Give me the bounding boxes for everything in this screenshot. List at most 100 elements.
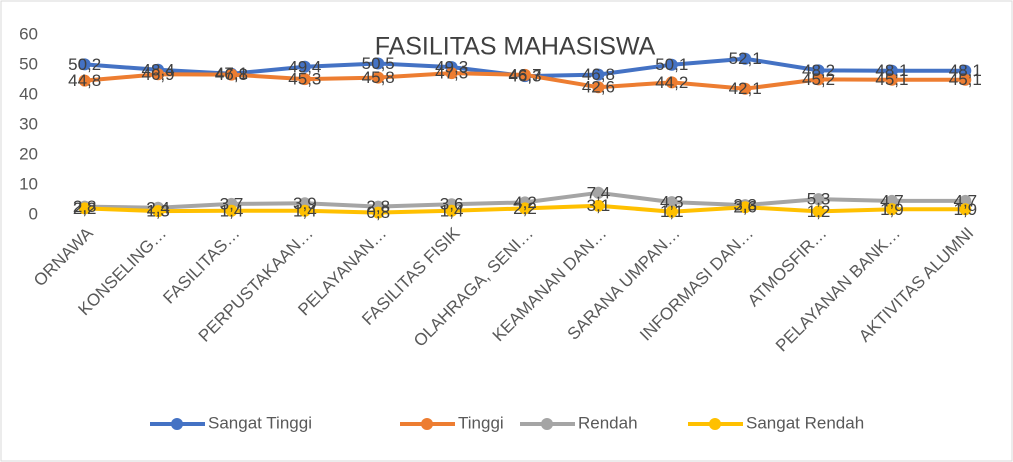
y-tick-label: 40	[19, 84, 38, 103]
data-label: 1,4	[293, 201, 317, 220]
data-label: 49,3	[435, 58, 468, 77]
data-point	[812, 73, 825, 86]
data-point	[298, 204, 311, 217]
legend-label: Tinggi	[458, 413, 504, 432]
data-label: 42,6	[582, 78, 615, 97]
data-label: 1,2	[807, 202, 831, 221]
data-label: 1,3	[146, 202, 170, 221]
data-label: 49,4	[288, 57, 321, 76]
data-label: 1,1	[660, 202, 684, 221]
chart-title: FASILITAS MAHASISWA	[375, 33, 656, 61]
data-point	[665, 76, 678, 89]
data-point	[225, 204, 238, 217]
data-label: 48,1	[949, 61, 982, 80]
y-tick-label: 30	[19, 114, 38, 133]
data-point	[372, 206, 385, 219]
legend-label: Sangat Rendah	[746, 413, 864, 432]
data-label: 4,2	[513, 193, 537, 212]
data-label: 47,3	[435, 64, 468, 83]
data-point	[665, 58, 678, 71]
data-label: 46,8	[215, 65, 248, 84]
data-label: 2,8	[73, 197, 97, 216]
data-point	[519, 202, 531, 215]
data-point	[739, 201, 752, 214]
data-label: 1,9	[880, 200, 904, 219]
data-point	[885, 73, 898, 86]
data-label: 2,4	[146, 198, 170, 217]
data-point	[812, 64, 825, 77]
data-label: 48,2	[802, 61, 835, 80]
legend-label: Rendah	[578, 413, 638, 432]
data-point	[78, 202, 91, 215]
data-point	[885, 203, 898, 216]
data-label: 3,1	[587, 196, 611, 215]
data-label: 45,2	[802, 70, 835, 89]
data-point	[372, 57, 385, 70]
data-label: 44,8	[68, 71, 101, 90]
data-label: 45,1	[949, 70, 982, 89]
data-label: 5,3	[807, 190, 831, 209]
data-point	[78, 58, 91, 71]
data-label: 0,8	[366, 203, 390, 222]
data-label: 2,2	[513, 199, 537, 218]
data-label: 2,6	[733, 198, 757, 217]
data-point	[739, 52, 752, 65]
legend-marker	[541, 418, 553, 430]
data-point	[665, 205, 678, 218]
y-tick-label: 60	[19, 24, 38, 43]
data-label: 1,4	[220, 201, 244, 220]
data-point	[665, 196, 678, 209]
data-point	[739, 82, 752, 95]
y-tick-label: 50	[19, 54, 38, 73]
data-point	[445, 204, 458, 217]
data-label: 4,7	[880, 191, 904, 210]
data-point	[298, 60, 311, 73]
data-point	[812, 193, 825, 206]
data-label: 46,7	[508, 65, 541, 84]
data-point	[225, 68, 238, 81]
data-point	[592, 68, 605, 81]
data-label: 4,7	[953, 191, 977, 210]
data-point	[959, 64, 972, 77]
data-point	[885, 64, 898, 77]
data-label: 52,1	[729, 49, 762, 68]
data-label: 2,2	[73, 199, 97, 218]
legend-label: Sangat Tinggi	[208, 413, 312, 432]
data-label: 45,8	[362, 68, 395, 87]
data-label: 47,1	[215, 64, 248, 83]
data-label: 3,6	[440, 195, 464, 214]
legend-marker	[709, 418, 721, 430]
data-label: 50,2	[68, 55, 101, 74]
y-tick-label: 10	[19, 174, 38, 193]
data-point	[78, 74, 91, 87]
data-label: 3,3	[733, 196, 757, 215]
data-label: 3,9	[293, 194, 317, 213]
data-label: 46,8	[582, 65, 615, 84]
data-label: 50,1	[655, 55, 688, 74]
data-label: 48,1	[875, 61, 908, 80]
data-label: 42,1	[729, 79, 762, 98]
data-label: 44,2	[655, 73, 688, 92]
data-label: 46,3	[508, 67, 541, 86]
data-label: 48,4	[142, 60, 175, 79]
data-point	[959, 203, 972, 216]
data-point	[445, 67, 458, 80]
data-label: 4,3	[660, 193, 684, 212]
data-label: 45,3	[288, 70, 321, 89]
data-label: 1,4	[440, 201, 464, 220]
data-point	[372, 71, 385, 84]
data-point	[592, 81, 605, 94]
data-point	[298, 73, 311, 86]
data-label: 46,9	[142, 65, 175, 84]
y-tick-label: 20	[19, 144, 38, 163]
data-point	[592, 186, 605, 199]
data-label: 50,5	[362, 54, 395, 73]
data-point	[152, 68, 165, 81]
data-label: 2,8	[366, 197, 390, 216]
data-point	[812, 205, 825, 218]
data-label: 3,7	[220, 194, 244, 213]
data-label: 1,9	[953, 200, 977, 219]
data-label: 7,4	[587, 183, 611, 202]
legend-marker	[171, 418, 183, 430]
